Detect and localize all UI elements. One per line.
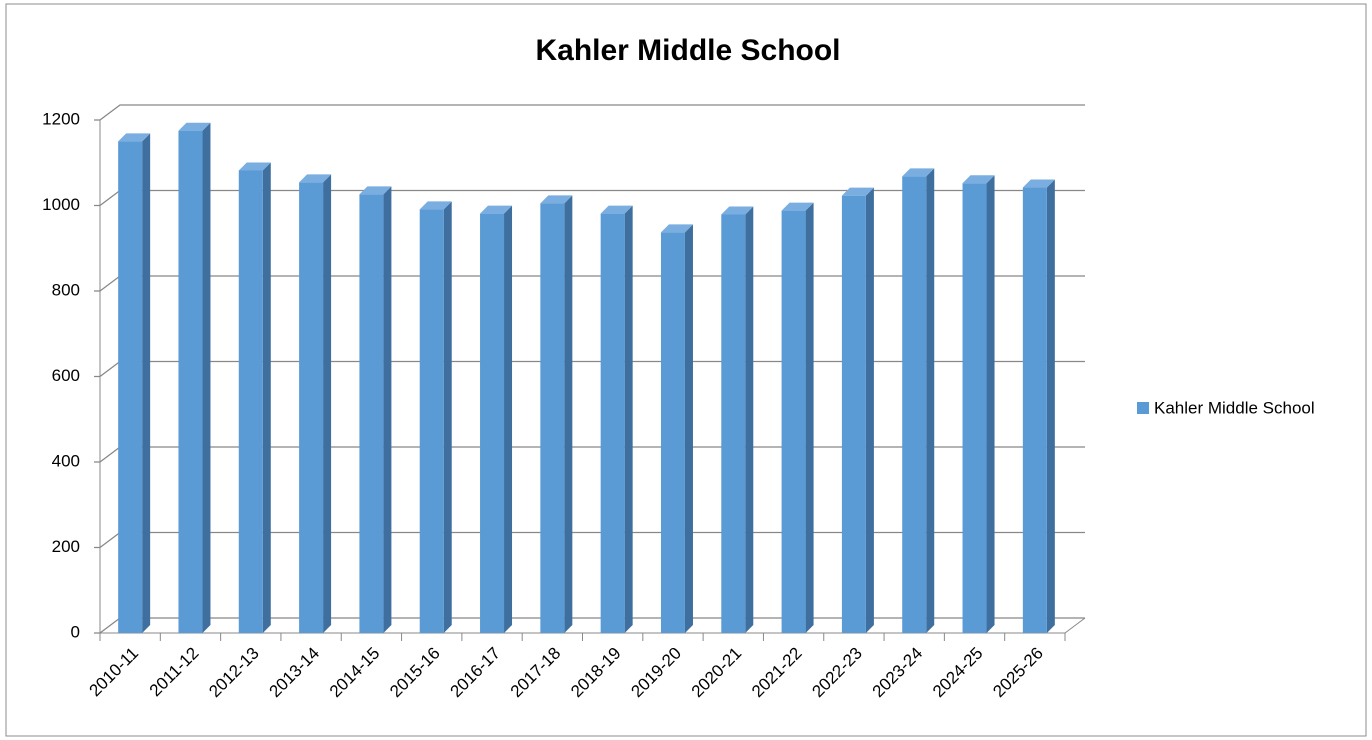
bar-front [721,214,746,634]
bar-side [745,206,754,634]
bar-side [262,162,271,633]
bar [238,162,271,633]
bar [902,168,935,633]
bar-top [178,122,211,131]
bar-front [962,183,987,633]
bar-front [781,210,806,633]
bar-top [721,206,754,215]
bar-side [443,201,452,633]
bar-side [684,224,693,633]
bar-top [781,202,814,211]
bar-top [299,174,332,183]
bar-top [540,195,573,204]
bar-top [359,186,392,195]
bar-top [660,224,693,233]
bar-top [118,133,151,142]
legend-swatch [1137,402,1149,414]
bar [841,187,874,634]
bar-side [142,133,151,633]
floor-edge [1064,617,1086,634]
bar-front [238,170,263,633]
y-tick-label: 0 [71,622,80,641]
bar [359,186,392,633]
bar-front [419,209,444,633]
bar-side [383,186,392,633]
bar [540,195,573,634]
legend-label: Kahler Middle School [1154,398,1315,417]
bar [781,202,814,633]
bar-side [564,195,573,634]
y-tick-label: 1200 [42,109,80,128]
bar-front [660,232,685,633]
bar-side [323,174,332,634]
bar-top [1022,179,1055,188]
bar-front [299,182,324,634]
bar-side [805,202,814,633]
bar-side [504,205,513,633]
bar-top [962,175,995,184]
bar-front [841,195,866,634]
bar [118,133,151,633]
bar-side [202,122,211,633]
bar-top [841,187,874,196]
bar-side [865,187,874,634]
bar-front [1022,187,1047,634]
bar-front [178,130,203,633]
y-tick-label: 600 [52,366,80,385]
y-tick-label: 1000 [42,195,80,214]
bar-side [926,168,935,633]
bar [178,122,211,633]
bar [660,224,693,633]
bar [419,201,452,633]
bar [1022,179,1055,634]
bar-top [238,162,271,171]
bar-top [600,205,633,214]
bar-front [118,141,143,633]
chart-title: Kahler Middle School [535,34,840,67]
bar-side [1046,179,1055,634]
grid-line [94,189,1085,207]
bar-front [902,176,927,633]
bar-top [480,205,513,214]
bar [962,175,995,633]
y-tick-label: 200 [52,537,80,556]
bar-side [624,205,633,633]
bar [480,205,513,633]
bar-front [600,213,625,633]
bar [600,205,633,633]
bar-top [902,168,935,177]
bar-side [986,175,995,633]
bar [721,206,754,634]
y-tick-label: 400 [52,451,80,470]
bar [299,174,332,634]
grid-line [94,104,1085,121]
bar-front [480,213,505,633]
bar-front [359,194,384,633]
bar-top [419,201,452,210]
bar-front [540,203,565,634]
y-tick-label: 800 [52,280,80,299]
